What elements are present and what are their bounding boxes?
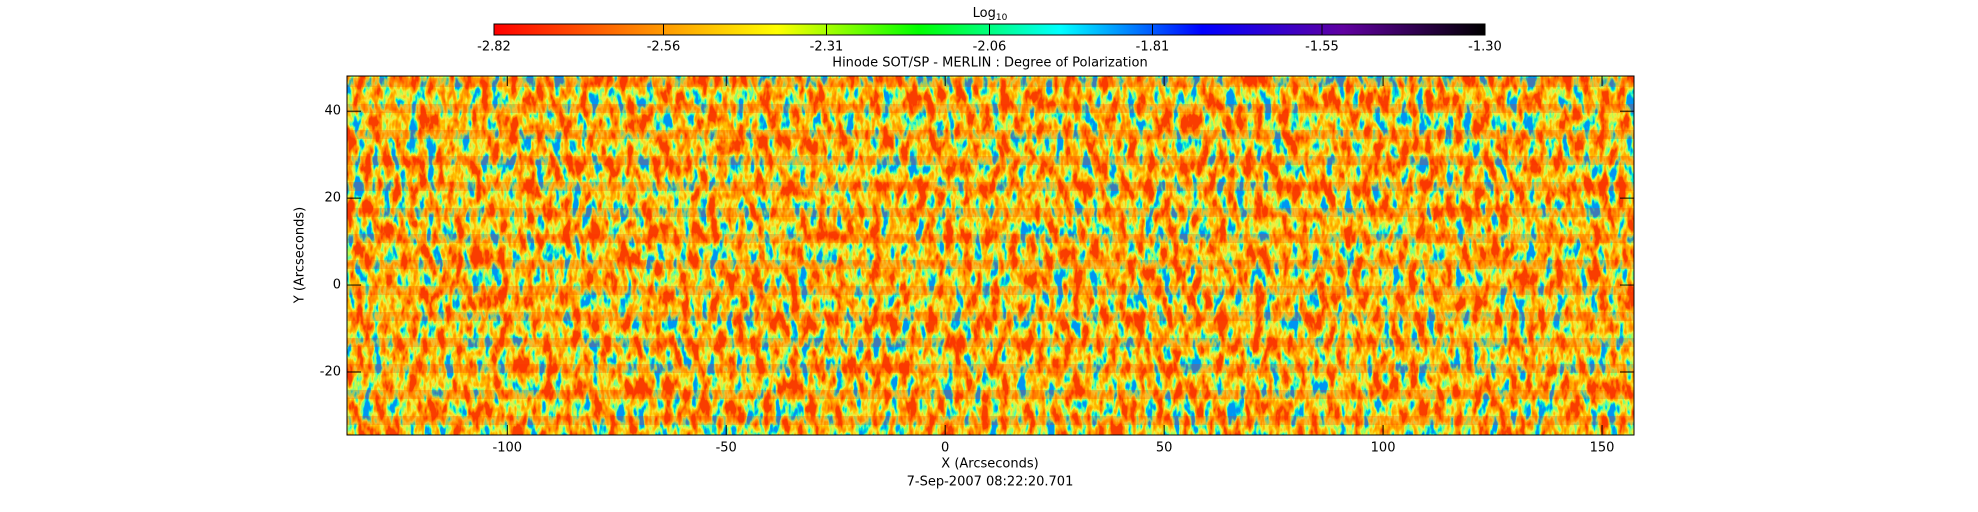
y-tick-label: 0 bbox=[333, 278, 341, 293]
colorbar-tick-label: -2.82 bbox=[477, 40, 511, 55]
chart-title: Hinode SOT/SP - MERLIN : Degree of Polar… bbox=[832, 56, 1147, 71]
colorbar-tick-label: -1.55 bbox=[1305, 40, 1339, 55]
y-tick-label: 20 bbox=[324, 191, 341, 206]
heatmap-overlay bbox=[347, 76, 1634, 435]
x-tick-label: -50 bbox=[716, 441, 737, 456]
colorbar-tick-label: -2.06 bbox=[973, 40, 1007, 55]
y-axis-label: Y (Arcseconds) bbox=[293, 207, 308, 304]
colorbar-label-text: Log bbox=[973, 6, 996, 21]
colorbar-tick-label: -2.31 bbox=[810, 40, 844, 55]
y-tick-label: -20 bbox=[320, 364, 341, 379]
x-tick-label: -100 bbox=[493, 441, 523, 456]
x-axis-label: X (Arcseconds) bbox=[941, 457, 1038, 472]
heatmap-image bbox=[347, 76, 1634, 435]
colorbar-tick-label: -1.30 bbox=[1468, 40, 1502, 55]
colorbar-label-sub: 10 bbox=[996, 13, 1008, 23]
x-tick-label: 50 bbox=[1156, 441, 1173, 456]
x-tick-label: 0 bbox=[941, 441, 949, 456]
colorbar-label: Log10 bbox=[973, 6, 1008, 23]
colorbar-tick-label: -1.81 bbox=[1136, 40, 1170, 55]
footer-date: 7-Sep-2007 08:22:20.701 bbox=[907, 475, 1074, 490]
x-tick-label: 150 bbox=[1590, 441, 1615, 456]
x-tick-label: 100 bbox=[1371, 441, 1396, 456]
y-tick-label: 40 bbox=[324, 104, 341, 119]
colorbar-tick-label: -2.56 bbox=[647, 40, 681, 55]
plot-frame bbox=[346, 75, 1635, 436]
